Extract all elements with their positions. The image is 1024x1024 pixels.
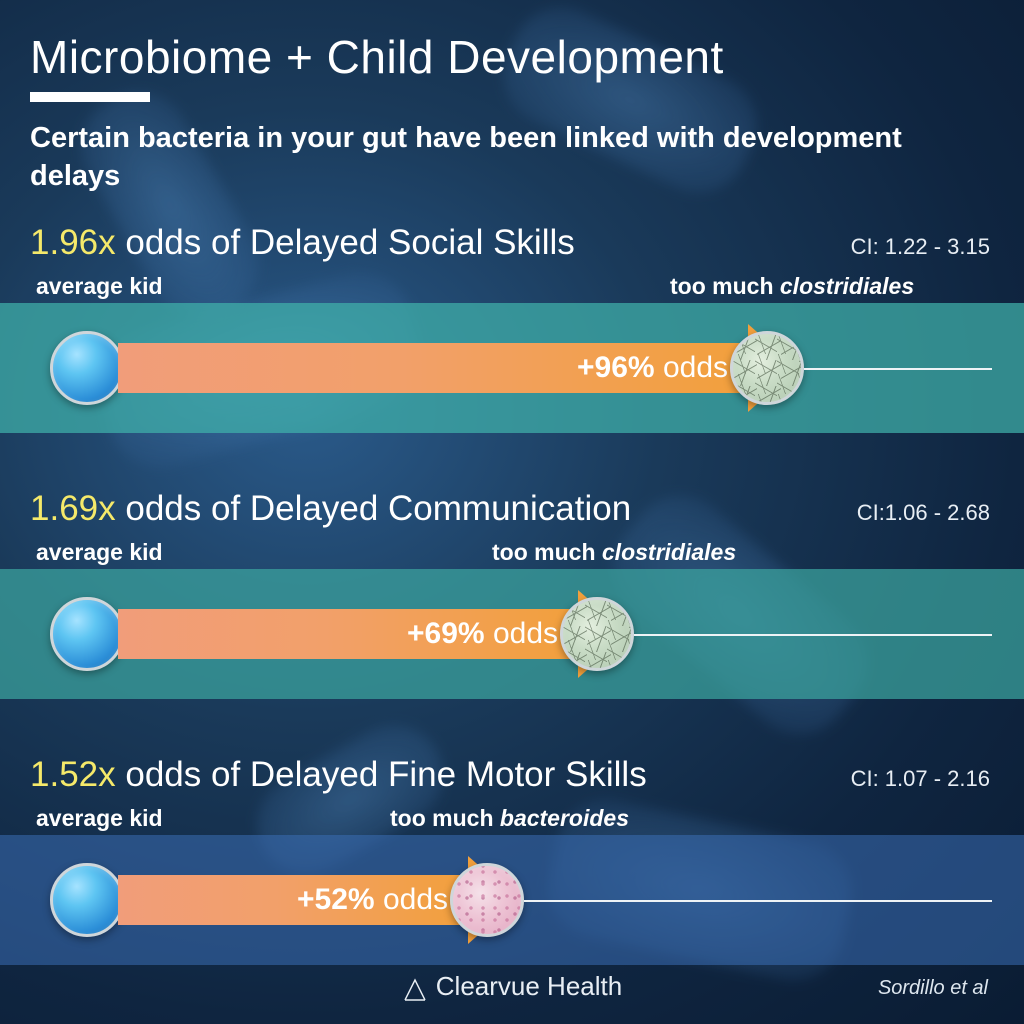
- start-label: average kid: [36, 273, 163, 300]
- end-label: too much bacteroides: [390, 805, 629, 832]
- odds-line: 1.52x odds of Delayed Fine Motor Skills: [30, 755, 647, 795]
- end-circle-icon: [450, 863, 524, 937]
- arrow: +96% odds: [118, 343, 798, 393]
- start-label: average kid: [36, 539, 163, 566]
- title-underline: [30, 92, 150, 102]
- footer-brand-text: Clearvue Health: [436, 971, 622, 1002]
- odds-line: 1.96x odds of Delayed Social Skills: [30, 223, 575, 263]
- stat-band: average kidtoo much clostridiales+96% od…: [0, 303, 1024, 433]
- stat-block: 1.52x odds of Delayed Fine Motor Skills C…: [30, 755, 994, 965]
- stat-header: 1.96x odds of Delayed Social Skills CI: 1…: [30, 223, 994, 273]
- arrow: +69% odds: [118, 609, 628, 659]
- confidence-interval: CI:1.06 - 2.68: [857, 500, 990, 526]
- start-circle-icon: [50, 597, 124, 671]
- footer-brand: Clearvue Health: [0, 971, 1024, 1002]
- odds-outcome: odds of Delayed Communication: [125, 489, 631, 528]
- end-line: [804, 368, 992, 370]
- stat-header: 1.69x odds of Delayed Communication CI:1.…: [30, 489, 994, 539]
- end-label: too much clostridiales: [492, 539, 736, 566]
- infographic-container: Microbiome + Child Development Certain b…: [0, 0, 1024, 1024]
- odds-outcome: odds of Delayed Social Skills: [125, 223, 574, 262]
- stat-header: 1.52x odds of Delayed Fine Motor Skills C…: [30, 755, 994, 805]
- arrow-label: +69% odds: [407, 617, 558, 651]
- odds-outcome: odds of Delayed Fine Motor Skills: [125, 755, 646, 794]
- end-label: too much clostridiales: [670, 273, 914, 300]
- stat-block: 1.96x odds of Delayed Social Skills CI: 1…: [30, 223, 994, 433]
- stat-band: average kidtoo much bacteroides+52% odds: [0, 835, 1024, 965]
- odds-line: 1.69x odds of Delayed Communication: [30, 489, 631, 529]
- arrow-label: +96% odds: [577, 351, 728, 385]
- odds-multiplier: 1.52x: [30, 755, 116, 794]
- arrow-label: +52% odds: [297, 883, 448, 917]
- confidence-interval: CI: 1.22 - 3.15: [851, 234, 990, 260]
- start-circle-icon: [50, 863, 124, 937]
- end-circle-icon: [560, 597, 634, 671]
- end-line: [524, 900, 992, 902]
- start-circle-icon: [50, 331, 124, 405]
- odds-multiplier: 1.96x: [30, 223, 116, 262]
- footer-attribution: Sordillo et al: [878, 977, 988, 1000]
- end-line: [634, 634, 992, 636]
- start-label: average kid: [36, 805, 163, 832]
- stat-band: average kidtoo much clostridiales+69% od…: [0, 569, 1024, 699]
- end-circle-icon: [730, 331, 804, 405]
- brand-logo-icon: [402, 977, 428, 1003]
- stat-block: 1.69x odds of Delayed Communication CI:1.…: [30, 489, 994, 699]
- page-title: Microbiome + Child Development: [30, 30, 994, 84]
- odds-multiplier: 1.69x: [30, 489, 116, 528]
- confidence-interval: CI: 1.07 - 2.16: [851, 766, 990, 792]
- page-subtitle: Certain bacteria in your gut have been l…: [30, 120, 994, 195]
